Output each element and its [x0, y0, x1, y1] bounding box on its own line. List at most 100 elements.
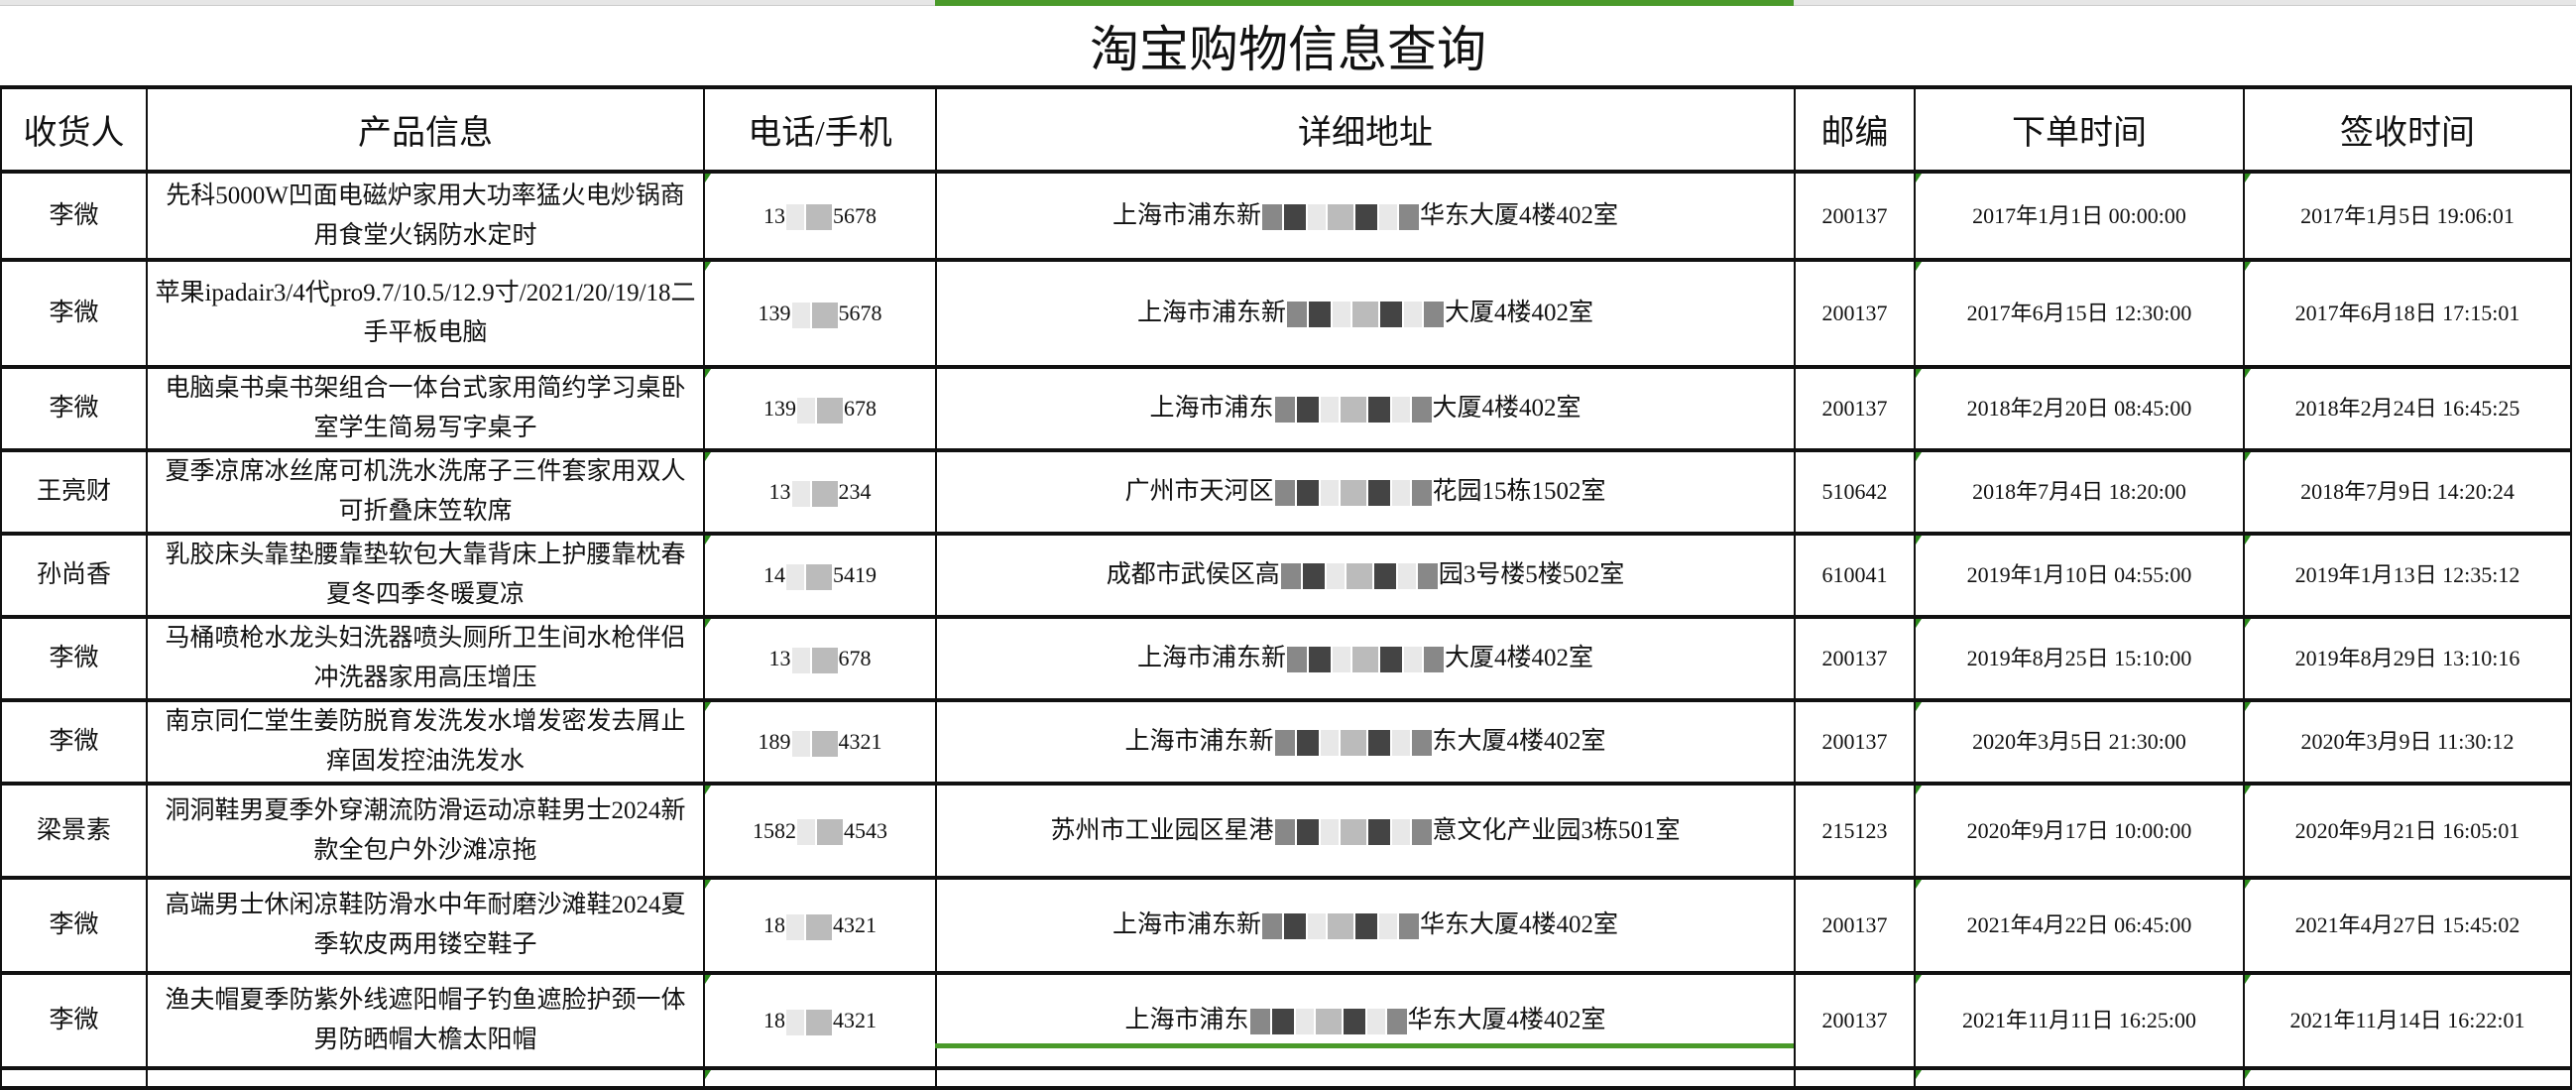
product-cell[interactable]: 洞洞鞋男夏季外穿潮流防滑运动凉鞋男士2024新款全包户外沙滩凉拖 [146, 782, 705, 880]
zip-cell[interactable]: 200137 [1794, 876, 1916, 975]
zip-cell[interactable]: 610041 [1794, 532, 1916, 619]
product-cell[interactable]: 马桶喷枪水龙头妇洗器喷头厕所卫生间水枪伴侣冲洗器家用高压增压 [146, 615, 705, 702]
order-time-cell[interactable]: 2021年4月22日 06:45:00 [1914, 876, 2245, 975]
recipient-cell[interactable]: 李微 [0, 971, 148, 1070]
address-cell[interactable]: 上海市浦东新 华东大厦4楼402室 [935, 170, 1796, 262]
zip-cell[interactable]: 200137 [1794, 365, 1916, 452]
phone-cell[interactable]: 139 5678 [703, 258, 937, 369]
order-time-cell[interactable]: 2017年6月15日 12:30:00 [1914, 258, 2245, 369]
address-cell[interactable]: 上海市浦东新 大厦4楼402室 [935, 258, 1796, 369]
recipient-cell[interactable]: 孙尚香 [0, 532, 148, 619]
sign-time-cell[interactable]: 2017年1月5日 19:06:01 [2243, 170, 2572, 262]
recipient-cell[interactable]: 王亮财 [0, 448, 148, 536]
recipient-cell[interactable]: 李微 [0, 615, 148, 702]
phone-cell[interactable]: 13 5678 [703, 170, 937, 262]
phone-cell[interactable]: 18 4321 [703, 971, 937, 1070]
zip-cell[interactable]: 200137 [1794, 615, 1916, 702]
sign-time-cell[interactable]: 2019年1月13日 12:35:12 [2243, 532, 2572, 619]
address-cell[interactable]: 上海市浦东 大厦4楼402室 [935, 365, 1796, 452]
header-order-time[interactable]: 下单时间 [1914, 85, 2245, 174]
mosaic-mask [1417, 563, 1438, 590]
address-suffix: 华东大厦4楼402室 [1420, 201, 1619, 229]
product-cell[interactable]: 先科5000W凹面电磁炉家用大功率猛火电炒锅商用食堂火锅防水定时 [146, 170, 705, 262]
mosaic-mask [1280, 563, 1301, 590]
sign-time-cell[interactable]: 2018年2月24日 16:45:25 [2243, 365, 2572, 452]
zip-cell[interactable]: 200137 [1794, 170, 1916, 262]
recipient-cell[interactable]: 李微 [0, 698, 148, 786]
recipient-cell[interactable]: 李微 [0, 258, 148, 369]
product-cell[interactable]: 夏季凉席冰丝席可机洗水洗席子三件套家用双人可折叠床笠软席 [146, 448, 705, 536]
address-prefix: 上海市浦东新 [1124, 728, 1274, 755]
zip-cell[interactable]: 200137 [1794, 258, 1916, 369]
address-cell[interactable]: 成都市武侯区高 园3号楼5楼502室 [935, 532, 1796, 619]
header-address[interactable]: 详细地址 [935, 85, 1796, 174]
sign-time-cell[interactable]: 2017年6月18日 17:15:01 [2243, 258, 2572, 369]
sign-time-cell[interactable]: 2021年4月27日 15:45:02 [2243, 876, 2572, 975]
empty-row [0, 1066, 2572, 1090]
order-time-cell[interactable]: 2019年1月10日 04:55:00 [1914, 532, 2245, 619]
mosaic-mask [1340, 397, 1366, 424]
sign-time-cell[interactable]: 2020年9月21日 16:05:01 [2243, 782, 2572, 880]
mosaic-mask [1411, 818, 1432, 845]
address-cell[interactable]: 上海市浦东新 东大厦4楼402室 [935, 698, 1796, 786]
zip-cell[interactable]: 200137 [1794, 698, 1916, 786]
product-cell[interactable]: 苹果ipadair3/4代pro9.7/10.5/12.9寸/2021/20/1… [146, 258, 705, 369]
empty-cell[interactable] [146, 1066, 705, 1090]
phone-cell[interactable]: 13 678 [703, 615, 937, 702]
table-row: 李微 先科5000W凹面电磁炉家用大功率猛火电炒锅商用食堂火锅防水定时 13 5678… [0, 170, 2572, 262]
mosaic-mask [1397, 563, 1416, 590]
recipient-cell[interactable]: 梁景素 [0, 782, 148, 880]
zip-cell[interactable]: 510642 [1794, 448, 1916, 536]
mosaic-mask [1346, 563, 1372, 590]
address-cell[interactable]: 广州市天河区 花园15栋1502室 [935, 448, 1796, 536]
order-time-cell[interactable]: 2018年7月4日 18:20:00 [1914, 448, 2245, 536]
zip-cell[interactable]: 200137 [1794, 971, 1916, 1070]
sign-time-cell[interactable]: 2020年3月9日 11:30:12 [2243, 698, 2572, 786]
header-recipient[interactable]: 收货人 [0, 85, 148, 174]
phone-cell[interactable]: 13 234 [703, 448, 937, 536]
sign-time-cell[interactable]: 2018年7月9日 14:20:24 [2243, 448, 2572, 536]
empty-cell[interactable] [2243, 1066, 2572, 1090]
empty-cell[interactable] [1794, 1066, 1916, 1090]
empty-cell[interactable] [935, 1066, 1796, 1090]
empty-cell[interactable] [0, 1066, 148, 1090]
address-prefix: 上海市浦东新 [1112, 201, 1261, 229]
phone-cell[interactable]: 189 4321 [703, 698, 937, 786]
order-time-cell[interactable]: 2020年3月5日 21:30:00 [1914, 698, 2245, 786]
order-time-cell[interactable]: 2021年11月11日 16:25:00 [1914, 971, 2245, 1070]
sign-time-cell[interactable]: 2021年11月14日 16:22:01 [2243, 971, 2572, 1070]
product-cell[interactable]: 高端男士休闲凉鞋防滑水中年耐磨沙滩鞋2024夏季软皮两用镂空鞋子 [146, 876, 705, 975]
order-time-cell[interactable]: 2017年1月1日 00:00:00 [1914, 170, 2245, 262]
empty-cell[interactable] [1914, 1066, 2245, 1090]
phone-cell[interactable]: 1582 4543 [703, 782, 937, 880]
mosaic-mask [797, 397, 815, 424]
address-cell[interactable]: 上海市浦东新 华东大厦4楼402室 [935, 876, 1796, 975]
address-cell[interactable]: 苏州市工业园区星港 意文化产业园3栋501室 [935, 782, 1796, 880]
table-row: 李微 马桶喷枪水龙头妇洗器喷头厕所卫生间水枪伴侣冲洗器家用高压增压 13 678 上海市… [0, 615, 2572, 702]
header-product[interactable]: 产品信息 [146, 85, 705, 174]
recipient-cell[interactable]: 李微 [0, 876, 148, 975]
phone-prefix: 14 [763, 562, 785, 587]
order-time-cell[interactable]: 2019年8月25日 15:10:00 [1914, 615, 2245, 702]
zip-cell[interactable]: 215123 [1794, 782, 1916, 880]
mosaic-mask [1287, 302, 1307, 328]
phone-cell[interactable]: 14 5419 [703, 532, 937, 619]
address-suffix: 大厦4楼402室 [1445, 645, 1594, 671]
address-cell[interactable]: 上海市浦东新 大厦4楼402室 [935, 615, 1796, 702]
order-time-cell[interactable]: 2020年9月17日 10:00:00 [1914, 782, 2245, 880]
address-cell[interactable]: 上海市浦东 华东大厦4楼402室 [935, 971, 1796, 1070]
recipient-cell[interactable]: 李微 [0, 170, 148, 262]
empty-cell[interactable] [703, 1066, 937, 1090]
header-sign-time[interactable]: 签收时间 [2243, 85, 2572, 174]
recipient-cell[interactable]: 李微 [0, 365, 148, 452]
order-time-cell[interactable]: 2018年2月20日 08:45:00 [1914, 365, 2245, 452]
product-cell[interactable]: 电脑桌书桌书架组合一体台式家用简约学习桌卧室学生简易写字桌子 [146, 365, 705, 452]
product-cell[interactable]: 南京同仁堂生姜防脱育发洗发水增发密发去屑止痒固发控油洗发水 [146, 698, 705, 786]
product-cell[interactable]: 渔夫帽夏季防紫外线遮阳帽子钓鱼遮脸护颈一体男防晒帽大檐太阳帽 [146, 971, 705, 1070]
header-phone[interactable]: 电话/手机 [703, 85, 937, 174]
product-cell[interactable]: 乳胶床头靠垫腰靠垫软包大靠背床上护腰靠枕春夏冬四季冬暖夏凉 [146, 532, 705, 619]
phone-cell[interactable]: 139 678 [703, 365, 937, 452]
header-zip[interactable]: 邮编 [1794, 85, 1916, 174]
sign-time-cell[interactable]: 2019年8月29日 13:10:16 [2243, 615, 2572, 702]
phone-cell[interactable]: 18 4321 [703, 876, 937, 975]
